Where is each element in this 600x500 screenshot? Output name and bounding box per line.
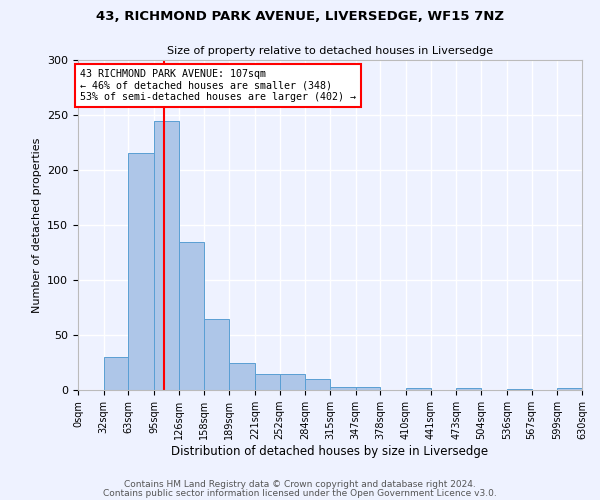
Y-axis label: Number of detached properties: Number of detached properties [32, 138, 41, 312]
Bar [280, 374, 305, 390]
Bar [330, 386, 356, 390]
Bar [104, 357, 128, 390]
Text: Contains HM Land Registry data © Crown copyright and database right 2024.: Contains HM Land Registry data © Crown c… [124, 480, 476, 489]
Bar [305, 379, 330, 390]
Bar [229, 362, 255, 390]
Bar [507, 389, 532, 390]
Bar [356, 386, 380, 390]
Text: Contains public sector information licensed under the Open Government Licence v3: Contains public sector information licen… [103, 489, 497, 498]
Bar [457, 388, 481, 390]
Bar [128, 154, 154, 390]
Bar [205, 318, 229, 390]
Text: 43 RICHMOND PARK AVENUE: 107sqm
← 46% of detached houses are smaller (348)
53% o: 43 RICHMOND PARK AVENUE: 107sqm ← 46% of… [80, 69, 356, 102]
Bar [154, 120, 179, 390]
Bar [179, 242, 205, 390]
Text: 43, RICHMOND PARK AVENUE, LIVERSEDGE, WF15 7NZ: 43, RICHMOND PARK AVENUE, LIVERSEDGE, WF… [96, 10, 504, 23]
X-axis label: Distribution of detached houses by size in Liversedge: Distribution of detached houses by size … [172, 445, 488, 458]
Bar [255, 374, 280, 390]
Bar [557, 388, 582, 390]
Title: Size of property relative to detached houses in Liversedge: Size of property relative to detached ho… [167, 46, 493, 56]
Bar [406, 388, 431, 390]
